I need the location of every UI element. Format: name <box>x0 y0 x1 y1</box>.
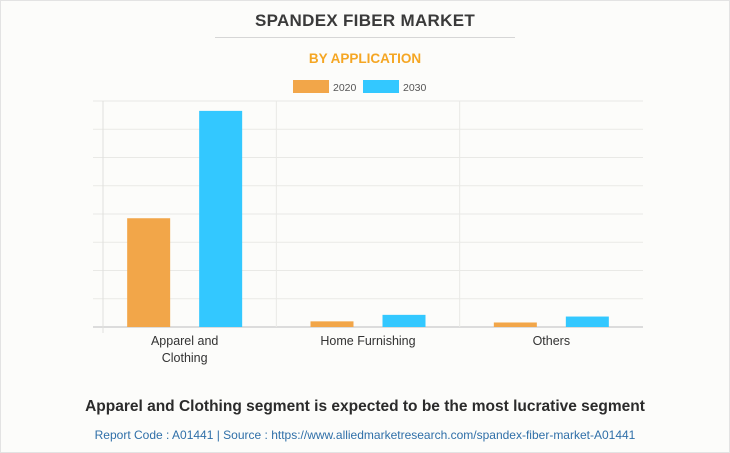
bar-2020-home-furnishing <box>310 321 354 327</box>
legend-label-2020: 2020 <box>333 82 357 94</box>
chart-subtitle: BY APPLICATION <box>308 51 422 66</box>
x-axis-labels: Apparel and Clothing Home Furnishing Others <box>151 334 570 365</box>
headline-text: Apparel and Clothing segment is expected… <box>85 398 645 415</box>
bar-2020-apparel-and-clothing <box>127 218 171 327</box>
legend-swatch-2020 <box>293 80 329 93</box>
legend-swatch-2030 <box>363 80 399 93</box>
bar-2020-others <box>493 322 537 327</box>
bars <box>127 110 609 327</box>
legend: 2020 2030 <box>293 80 427 94</box>
x-tick-label: Others <box>533 334 571 348</box>
source-text: Report Code : A01441 | Source : https://… <box>94 428 636 442</box>
bar-2030-home-furnishing <box>382 314 426 327</box>
x-tick-label: Home Furnishing <box>320 334 415 348</box>
title-divider <box>215 37 515 38</box>
x-tick-label: Apparel and Clothing <box>151 334 218 365</box>
chart-title: SPANDEX FIBER MARKET <box>254 11 476 30</box>
grid-lines <box>93 100 643 333</box>
bar-2030-apparel-and-clothing <box>199 110 243 327</box>
bar-2030-others <box>565 316 609 327</box>
legend-label-2030: 2030 <box>403 82 427 94</box>
